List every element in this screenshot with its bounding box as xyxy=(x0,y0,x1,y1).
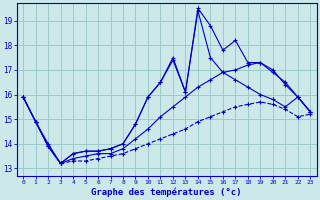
X-axis label: Graphe des températures (°c): Graphe des températures (°c) xyxy=(92,187,242,197)
